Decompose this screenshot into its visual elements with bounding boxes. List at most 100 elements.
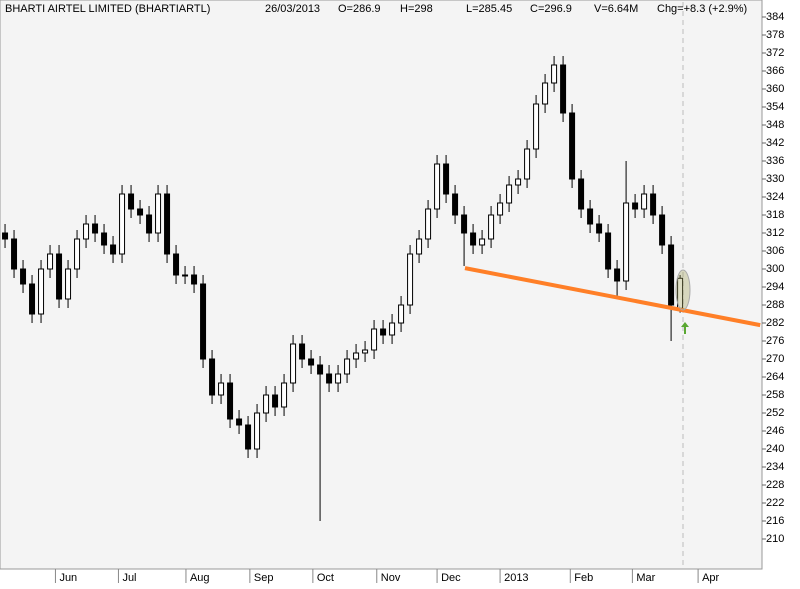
candle-body: [515, 178, 522, 186]
candle-body: [461, 214, 468, 234]
y-tick-label: 354: [766, 101, 784, 113]
candle-body: [308, 358, 315, 366]
candle-body: [29, 283, 36, 315]
y-tick-label: 306: [766, 245, 784, 257]
candle-body: [317, 364, 324, 375]
x-tick-label: 2013: [504, 572, 528, 584]
y-tick-label: 234: [766, 461, 784, 473]
x-tick-label: Jun: [59, 572, 77, 584]
candle-body: [47, 253, 54, 270]
candle-body: [668, 244, 675, 306]
candle-body: [128, 193, 135, 210]
candle-body: [299, 343, 306, 360]
y-tick-label: 252: [766, 407, 784, 419]
plot-area: [0, 0, 763, 570]
candle-body: [407, 253, 414, 306]
candle-body: [164, 193, 171, 255]
y-tick-label: 300: [766, 263, 784, 275]
candle-body: [569, 112, 576, 180]
y-tick-label: 336: [766, 155, 784, 167]
candle-body: [254, 412, 261, 450]
x-tick-label: Mar: [636, 572, 655, 584]
candle-body: [362, 349, 369, 354]
candle-body: [245, 424, 252, 450]
candle-body: [83, 223, 90, 240]
candle-body: [605, 232, 612, 270]
x-tick-label: Feb: [574, 572, 593, 584]
info: L=285.45: [466, 3, 512, 15]
candle-body: [119, 193, 126, 255]
candle-body: [101, 232, 108, 246]
candle-body: [398, 304, 405, 324]
info: H=298: [400, 3, 433, 15]
info: C=296.9: [530, 3, 572, 15]
chart-title: BHARTI AIRTEL LIMITED (BHARTIARTL): [5, 3, 210, 15]
y-tick-label: 228: [766, 479, 784, 491]
candle-body: [641, 193, 648, 210]
candle-body: [524, 148, 531, 180]
candle-body: [596, 223, 603, 234]
x-tick-label: Aug: [190, 572, 210, 584]
y-tick-label: 366: [766, 65, 784, 77]
candle-body: [11, 238, 18, 270]
y-tick-label: 330: [766, 173, 784, 185]
y-tick-label: 384: [766, 11, 784, 23]
y-tick-label: 324: [766, 191, 784, 203]
y-tick-label: 258: [766, 389, 784, 401]
info: 26/03/2013: [265, 3, 320, 15]
candle-body: [416, 238, 423, 255]
candle-body: [155, 193, 162, 234]
candle-body: [326, 373, 333, 384]
candle-body: [236, 418, 243, 426]
candle-body: [209, 358, 216, 396]
x-tick-label: Jul: [122, 572, 136, 584]
candle-body: [479, 238, 486, 246]
candle-body: [272, 394, 279, 408]
y-tick-label: 270: [766, 353, 784, 365]
candle-body: [290, 343, 297, 384]
candle-body: [92, 223, 99, 234]
y-tick-label: 264: [766, 371, 784, 383]
y-tick-label: 222: [766, 497, 784, 509]
candle-body: [2, 232, 9, 240]
candle-body: [20, 268, 27, 285]
y-tick-label: 246: [766, 425, 784, 437]
candle-body: [65, 268, 72, 300]
candle-body: [371, 328, 378, 351]
candle-body: [551, 64, 558, 84]
candle-body: [560, 64, 567, 114]
y-tick-label: 294: [766, 281, 784, 293]
candle-body: [434, 163, 441, 210]
y-tick-label: 372: [766, 47, 784, 59]
y-tick-label: 318: [766, 209, 784, 221]
y-tick-label: 348: [766, 119, 784, 131]
candle-body: [452, 193, 459, 216]
info: O=286.9: [338, 3, 381, 15]
candle-body: [191, 274, 198, 285]
candle-body: [353, 352, 360, 360]
candle-body: [659, 214, 666, 246]
y-tick-label: 288: [766, 299, 784, 311]
candle-body: [632, 202, 639, 210]
candle-body: [263, 394, 270, 414]
candle-body: [380, 328, 387, 336]
candle-body: [587, 208, 594, 225]
candle-body: [200, 283, 207, 360]
candle-body: [578, 178, 585, 210]
x-tick-label: Nov: [381, 572, 401, 584]
candle-body: [650, 193, 657, 216]
candle-body: [227, 382, 234, 420]
candle-body: [497, 202, 504, 216]
y-tick-label: 240: [766, 443, 784, 455]
candle-body: [533, 103, 540, 150]
y-tick-label: 210: [766, 533, 784, 545]
candle-body: [146, 214, 153, 234]
candle-body: [110, 244, 117, 255]
candle-body: [38, 268, 45, 315]
candle-body: [56, 253, 63, 300]
x-tick-label: Sep: [254, 572, 274, 584]
y-tick-label: 360: [766, 83, 784, 95]
y-tick-label: 312: [766, 227, 784, 239]
candle-body: [470, 232, 477, 246]
